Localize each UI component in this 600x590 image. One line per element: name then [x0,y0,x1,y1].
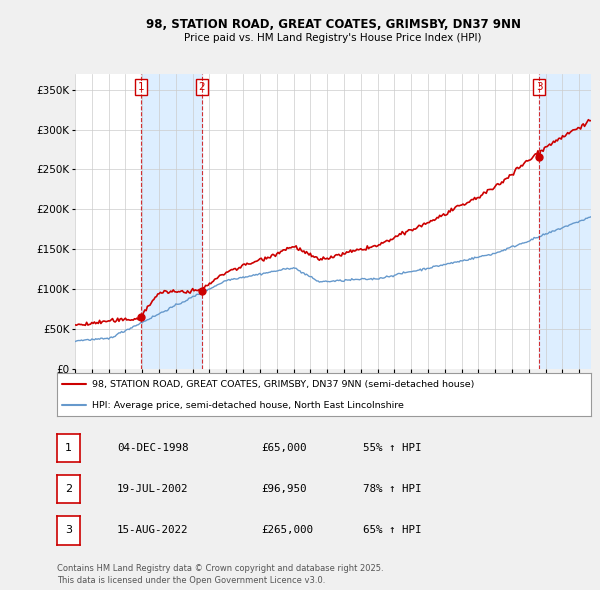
Bar [539,74,591,369]
Text: 55% ↑ HPI: 55% ↑ HPI [363,443,421,453]
Text: 98, STATION ROAD, GREAT COATES, GRIMSBY, DN37 9NN: 98, STATION ROAD, GREAT COATES, GRIMSBY,… [146,18,521,31]
Text: Contains HM Land Registry data © Crown copyright and database right 2025.
This d: Contains HM Land Registry data © Crown c… [57,565,383,585]
Text: 1: 1 [65,443,72,453]
Text: £265,000: £265,000 [261,526,313,535]
Text: 04-DEC-1998: 04-DEC-1998 [117,443,188,453]
Text: 15-AUG-2022: 15-AUG-2022 [117,526,188,535]
Text: 78% ↑ HPI: 78% ↑ HPI [363,484,421,494]
Text: 3: 3 [65,526,72,535]
Text: 2: 2 [199,82,205,92]
Text: Price paid vs. HM Land Registry's House Price Index (HPI): Price paid vs. HM Land Registry's House … [184,34,482,43]
Text: 3: 3 [536,82,542,92]
Text: 1: 1 [137,82,144,92]
Bar [141,74,202,369]
Text: 65% ↑ HPI: 65% ↑ HPI [363,526,421,535]
Text: £96,950: £96,950 [261,484,307,494]
Text: 2: 2 [65,484,72,494]
Text: 19-JUL-2002: 19-JUL-2002 [117,484,188,494]
Text: £65,000: £65,000 [261,443,307,453]
Text: 98, STATION ROAD, GREAT COATES, GRIMSBY, DN37 9NN (semi-detached house): 98, STATION ROAD, GREAT COATES, GRIMSBY,… [92,379,474,389]
Text: HPI: Average price, semi-detached house, North East Lincolnshire: HPI: Average price, semi-detached house,… [92,401,404,410]
